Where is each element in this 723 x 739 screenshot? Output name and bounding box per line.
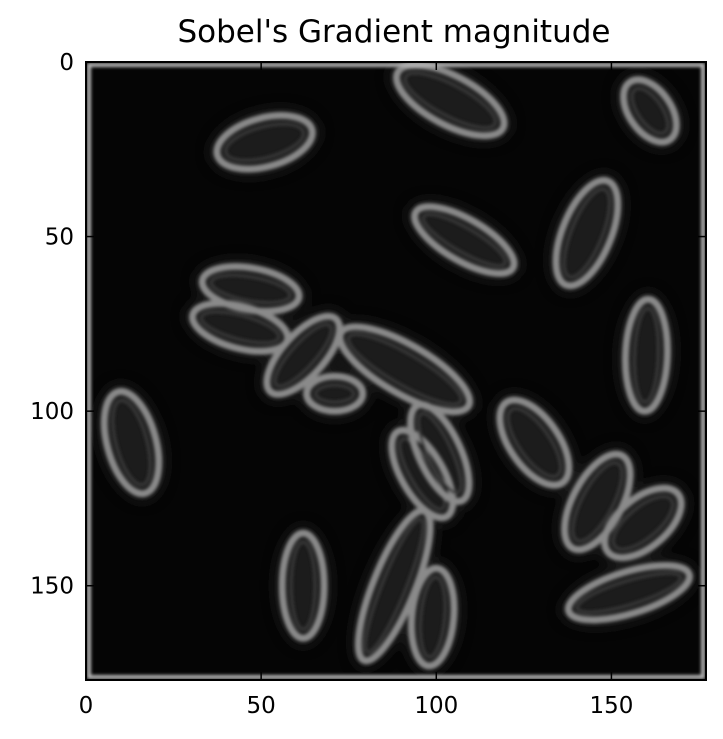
cell [278, 529, 328, 642]
cell-inner-edge [273, 322, 333, 388]
y-tick-label: 50 [45, 225, 74, 251]
cell-halo [403, 396, 477, 510]
cell-outline [392, 62, 508, 140]
y-tick-label: 100 [30, 399, 74, 425]
cell [303, 372, 367, 415]
cell-inner-edge [632, 306, 661, 404]
cell-halo [492, 392, 577, 493]
cell-outline [564, 561, 694, 624]
cell-outline [411, 203, 518, 277]
image-border-edge [87, 63, 705, 679]
cell-outline [263, 312, 343, 398]
cell-inner-edge [111, 398, 152, 487]
cell-inner-edge [571, 461, 624, 543]
cell [100, 387, 163, 498]
cell-outline [620, 76, 680, 146]
figure-title: Sobel's Gradient magnitude [177, 14, 611, 50]
cell-inner-edge [346, 332, 463, 406]
cell-outline [100, 387, 163, 498]
cell-outline [552, 176, 622, 290]
x-axis: 0 50 100 150 [79, 62, 633, 719]
cell-outline [621, 295, 671, 415]
cell [411, 203, 518, 277]
cell [407, 564, 458, 670]
y-axis: 0 50 100 150 [30, 50, 706, 600]
cell-outline [388, 426, 457, 522]
cell-inner-edge [416, 411, 463, 495]
cell-halo [596, 480, 689, 566]
cell-inner-edge [209, 273, 292, 305]
y-tick-label: 0 [59, 50, 74, 76]
y-tick-label: 150 [30, 574, 74, 600]
cell-halo [332, 319, 478, 419]
x-tick-label: 100 [414, 693, 458, 719]
cell-outline [496, 396, 573, 489]
cell-halo [259, 308, 347, 402]
cell [496, 396, 573, 489]
x-tick-label: 150 [589, 693, 633, 719]
cell-inner-edge [224, 122, 306, 162]
cell-inner-edge [421, 212, 507, 268]
cell [564, 561, 694, 624]
cell-inner-edge [575, 571, 683, 614]
cell-inner-edge [418, 575, 447, 659]
x-tick-label: 50 [247, 693, 276, 719]
cell-inner-edge [199, 310, 281, 345]
x-tick-label: 0 [79, 693, 94, 719]
cell-halo [560, 558, 698, 628]
cell-inner-edge [562, 187, 612, 279]
cell-halo [351, 502, 437, 669]
cell-inner-edge [314, 383, 356, 404]
cell-inner-edge [289, 540, 317, 631]
cell [336, 323, 474, 416]
cell-halo [406, 199, 522, 281]
cell [213, 112, 316, 173]
cell [620, 76, 680, 146]
cell-edges [100, 62, 694, 670]
cell [601, 484, 685, 562]
cell-outline [336, 323, 474, 416]
cell-outline [601, 484, 685, 562]
cell-outline [278, 529, 328, 642]
cell [392, 62, 508, 140]
cell-inner-edge [506, 407, 563, 479]
cell [263, 312, 343, 398]
cell-halo [388, 62, 512, 144]
cell-inner-edge [363, 517, 425, 654]
cell [621, 295, 671, 415]
cell-halo [548, 172, 626, 294]
cell [407, 401, 473, 505]
cell-inner-edge [403, 71, 498, 130]
cell-outline [407, 401, 473, 505]
cell-inner-edge [611, 495, 675, 551]
cell-outline [213, 112, 316, 173]
cell-outline [303, 372, 367, 415]
cell-inner-edge [630, 86, 670, 135]
cell [552, 176, 622, 290]
cell-outline [407, 564, 458, 670]
axes-frame [85, 61, 707, 681]
gradient-image [86, 62, 706, 680]
